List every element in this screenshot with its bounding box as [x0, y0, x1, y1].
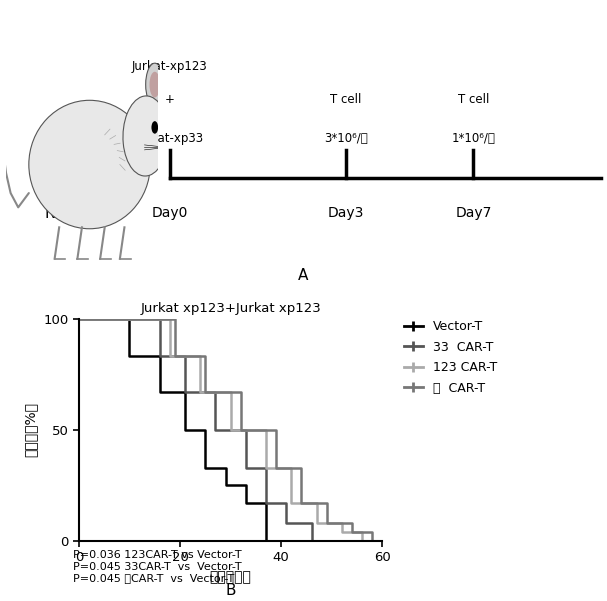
Text: A: A: [298, 268, 309, 283]
Legend: Vector-T, 33  CAR-T, 123 CAR-T, 双  CAR-T: Vector-T, 33 CAR-T, 123 CAR-T, 双 CAR-T: [404, 320, 497, 395]
Text: 3*10⁶/只: 3*10⁶/只: [324, 132, 368, 145]
Text: 1*10⁶/只: 1*10⁶/只: [452, 132, 495, 145]
Text: P=0.036 123CAR-T vs Vector-T
P=0.045 33CAR-T  vs  Vector-T
P=0.045 双CAR-T  vs  V: P=0.036 123CAR-T vs Vector-T P=0.045 33C…: [73, 550, 242, 583]
Text: Day7: Day7: [455, 206, 492, 219]
Text: B: B: [225, 583, 236, 598]
Text: T cell: T cell: [330, 93, 362, 106]
Text: +: +: [165, 93, 175, 106]
Ellipse shape: [146, 63, 164, 106]
Text: NSG♀: NSG♀: [45, 206, 89, 221]
Text: Day0: Day0: [152, 206, 188, 219]
Circle shape: [152, 121, 158, 133]
Text: Day3: Day3: [328, 206, 364, 219]
Y-axis label: 存活率（%）: 存活率（%）: [24, 402, 38, 457]
Ellipse shape: [164, 142, 169, 147]
Title: Jurkat xp123+Jurkat xp123: Jurkat xp123+Jurkat xp123: [140, 302, 321, 314]
Text: Jurkat-xp123: Jurkat-xp123: [132, 60, 208, 73]
Text: T cell: T cell: [458, 93, 489, 106]
Ellipse shape: [29, 100, 151, 229]
Ellipse shape: [123, 96, 168, 176]
X-axis label: 时间（天）: 时间（天）: [210, 570, 251, 584]
Ellipse shape: [149, 72, 160, 97]
Text: Jurkat-xp33: Jurkat-xp33: [136, 132, 204, 145]
